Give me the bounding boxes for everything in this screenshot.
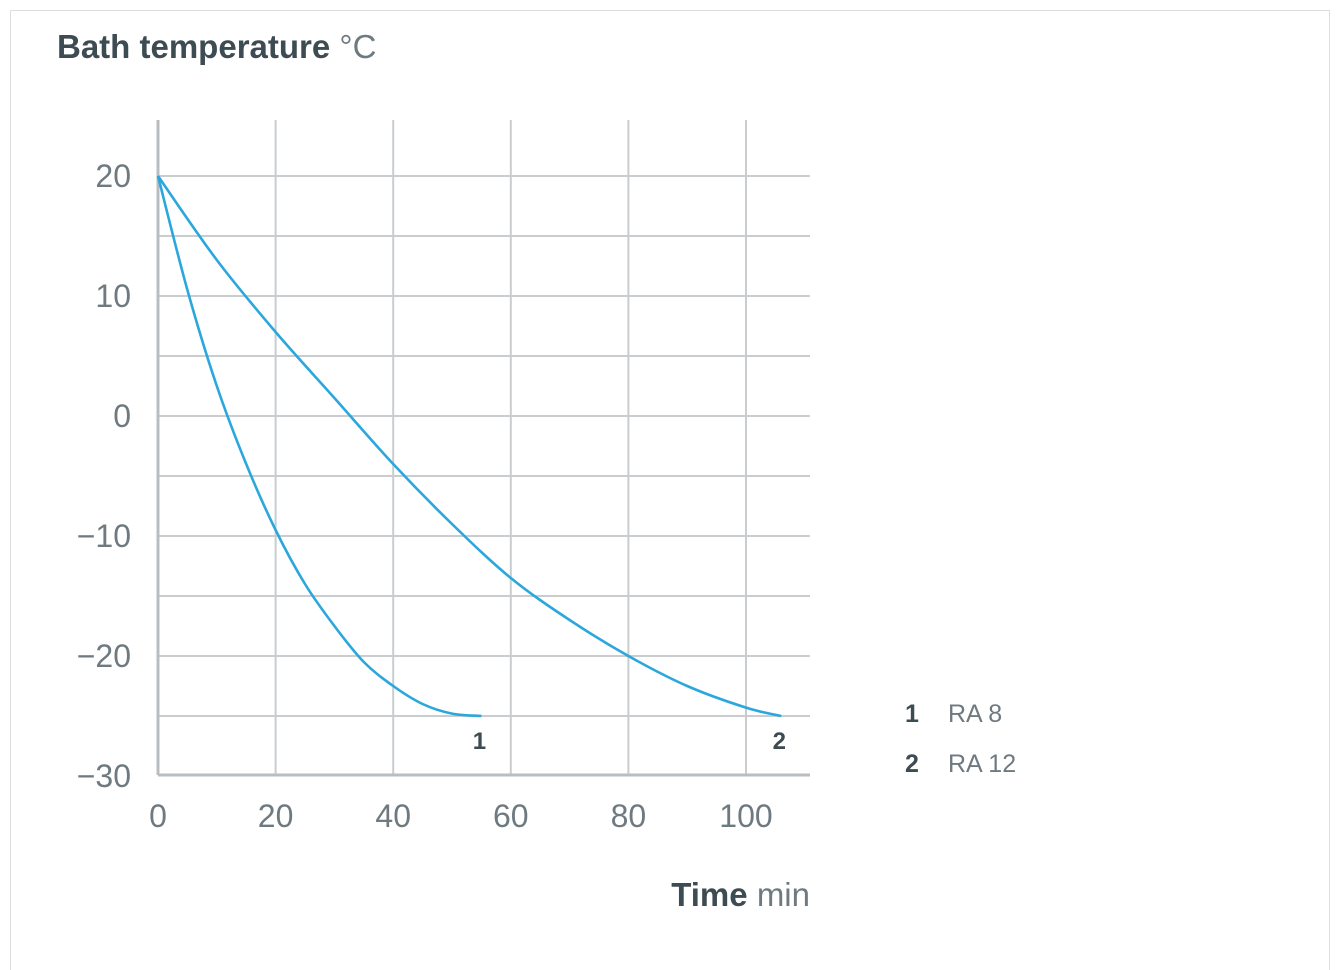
y-axis-title: Bath temperature [57,28,331,65]
x-axis-unit: min [756,876,810,913]
x-tick-labels: 0 20 40 60 80 100 [149,798,773,834]
y-axis-unit: °C [339,28,377,65]
y-tick-label: 20 [95,158,131,194]
x-tick-label: 40 [375,798,411,834]
y-tick-label: −10 [77,518,131,554]
series-end-label-2: 2 [773,728,786,755]
x-axis-label: Time min [560,876,810,914]
legend-number: 2 [905,750,919,778]
x-tick-label: 100 [719,798,772,834]
y-tick-label: −30 [77,758,131,794]
x-axis-title: Time [671,876,748,913]
chart-frame [10,10,1330,970]
legend-series-name: RA 8 [948,700,1003,728]
y-tick-label: −20 [77,638,131,674]
series-line-1 [156,175,482,718]
series-line-2 [156,175,782,718]
x-tick-label: 0 [149,798,167,834]
grid [158,120,810,775]
y-tick-labels: 20 10 0 −10 −20 −30 [77,158,131,794]
legend-series-name: RA 12 [948,750,1017,778]
series-end-label-1: 1 [473,728,486,755]
x-tick-label: 80 [611,798,647,834]
axes [156,120,810,777]
series-lines [156,175,782,718]
legend-number: 1 [905,700,919,728]
y-tick-label: 0 [113,398,131,434]
x-tick-label: 60 [493,798,529,834]
y-axis-label: Bath temperature °C [57,28,376,66]
y-tick-label: 10 [95,278,131,314]
x-tick-label: 20 [258,798,294,834]
